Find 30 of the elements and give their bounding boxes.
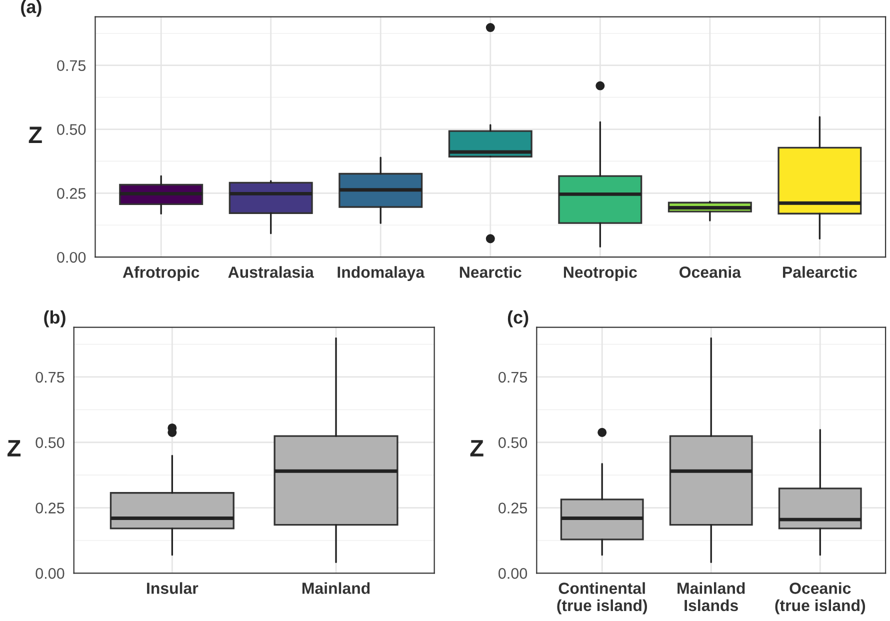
y-tick-label: 0.00 — [36, 568, 64, 579]
y-tick-label: 0.00 — [498, 568, 528, 579]
chart-title: (c) — [508, 310, 528, 328]
y-tick-label: 0.75 — [498, 372, 528, 383]
y-tick-label: 0.75 — [57, 60, 86, 72]
x-tick-label: Insular — [147, 582, 198, 594]
x-tick-label: Oceania — [680, 266, 742, 278]
y-tick-label: 0.00 — [57, 252, 86, 263]
x-tick-label: Indomalaya — [338, 266, 425, 282]
x-tick-label: Nearctic — [460, 266, 522, 278]
y-tick-label: 0.75 — [36, 372, 64, 383]
x-tick-label: Continental (true island) — [557, 582, 647, 614]
y-tick-label: 0.25 — [36, 502, 64, 514]
y-tick-label: 0.50 — [498, 437, 528, 448]
y-axis-title: Z — [8, 440, 21, 456]
y-tick-label: 0.50 — [36, 437, 64, 448]
chart-title: (b) — [44, 310, 66, 328]
x-tick-label: Neotropic — [564, 266, 637, 282]
x-tick-label: Australasia — [228, 266, 314, 278]
x-tick-label: Oceanic (true island) — [775, 582, 866, 614]
y-axis-title: Z — [470, 440, 484, 456]
chart-title: (a) — [21, 0, 42, 17]
x-tick-label: Afrotropic — [122, 266, 200, 282]
y-tick-label: 0.50 — [57, 124, 86, 135]
x-tick-label: Palearctic — [783, 266, 857, 278]
y-tick-label: 0.25 — [498, 502, 528, 514]
x-tick-label: Mainland — [302, 582, 370, 594]
y-axis-title: Z — [28, 126, 42, 144]
x-tick-label: Mainland Islands — [678, 582, 745, 612]
y-tick-label: 0.25 — [57, 188, 86, 199]
